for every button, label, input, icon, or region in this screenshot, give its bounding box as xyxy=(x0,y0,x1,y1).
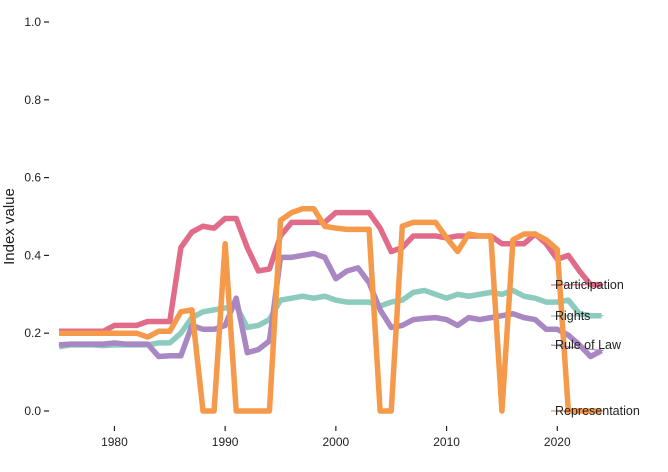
series-label-participation: Participation xyxy=(555,278,624,292)
x-tick-label: 1990 xyxy=(212,435,239,449)
x-tick-label: 2010 xyxy=(433,435,460,449)
series-labels: Participation Rights Rule of Law Representa… xyxy=(550,278,640,418)
series-label-representation: Representation xyxy=(555,404,640,418)
series-label-leader xyxy=(550,344,604,352)
series-lines xyxy=(58,205,603,414)
y-axis-title: Index value xyxy=(1,188,18,265)
x-tick-label: 2020 xyxy=(544,435,571,449)
y-axis: 0.0 0.2 0.4 0.6 0.8 1.0 xyxy=(24,15,49,418)
series-line-representation xyxy=(59,205,602,414)
x-axis: 1980 1990 2000 2010 2020 xyxy=(101,426,571,449)
x-tick-label: 1980 xyxy=(101,435,128,449)
y-tick-label: 0.8 xyxy=(24,93,41,107)
y-tick-label: 1.0 xyxy=(24,15,41,29)
series-label-rule-of-law: Rule of Law xyxy=(555,338,622,352)
y-tick-label: 0.6 xyxy=(24,171,41,185)
series-line-rule-of-law xyxy=(58,250,603,360)
y-tick-label: 0.0 xyxy=(24,404,41,418)
x-tick-label: 2000 xyxy=(323,435,350,449)
series-label-rights: Rights xyxy=(555,309,590,323)
y-tick-label: 0.4 xyxy=(24,248,41,262)
y-tick-label: 0.2 xyxy=(24,326,41,340)
